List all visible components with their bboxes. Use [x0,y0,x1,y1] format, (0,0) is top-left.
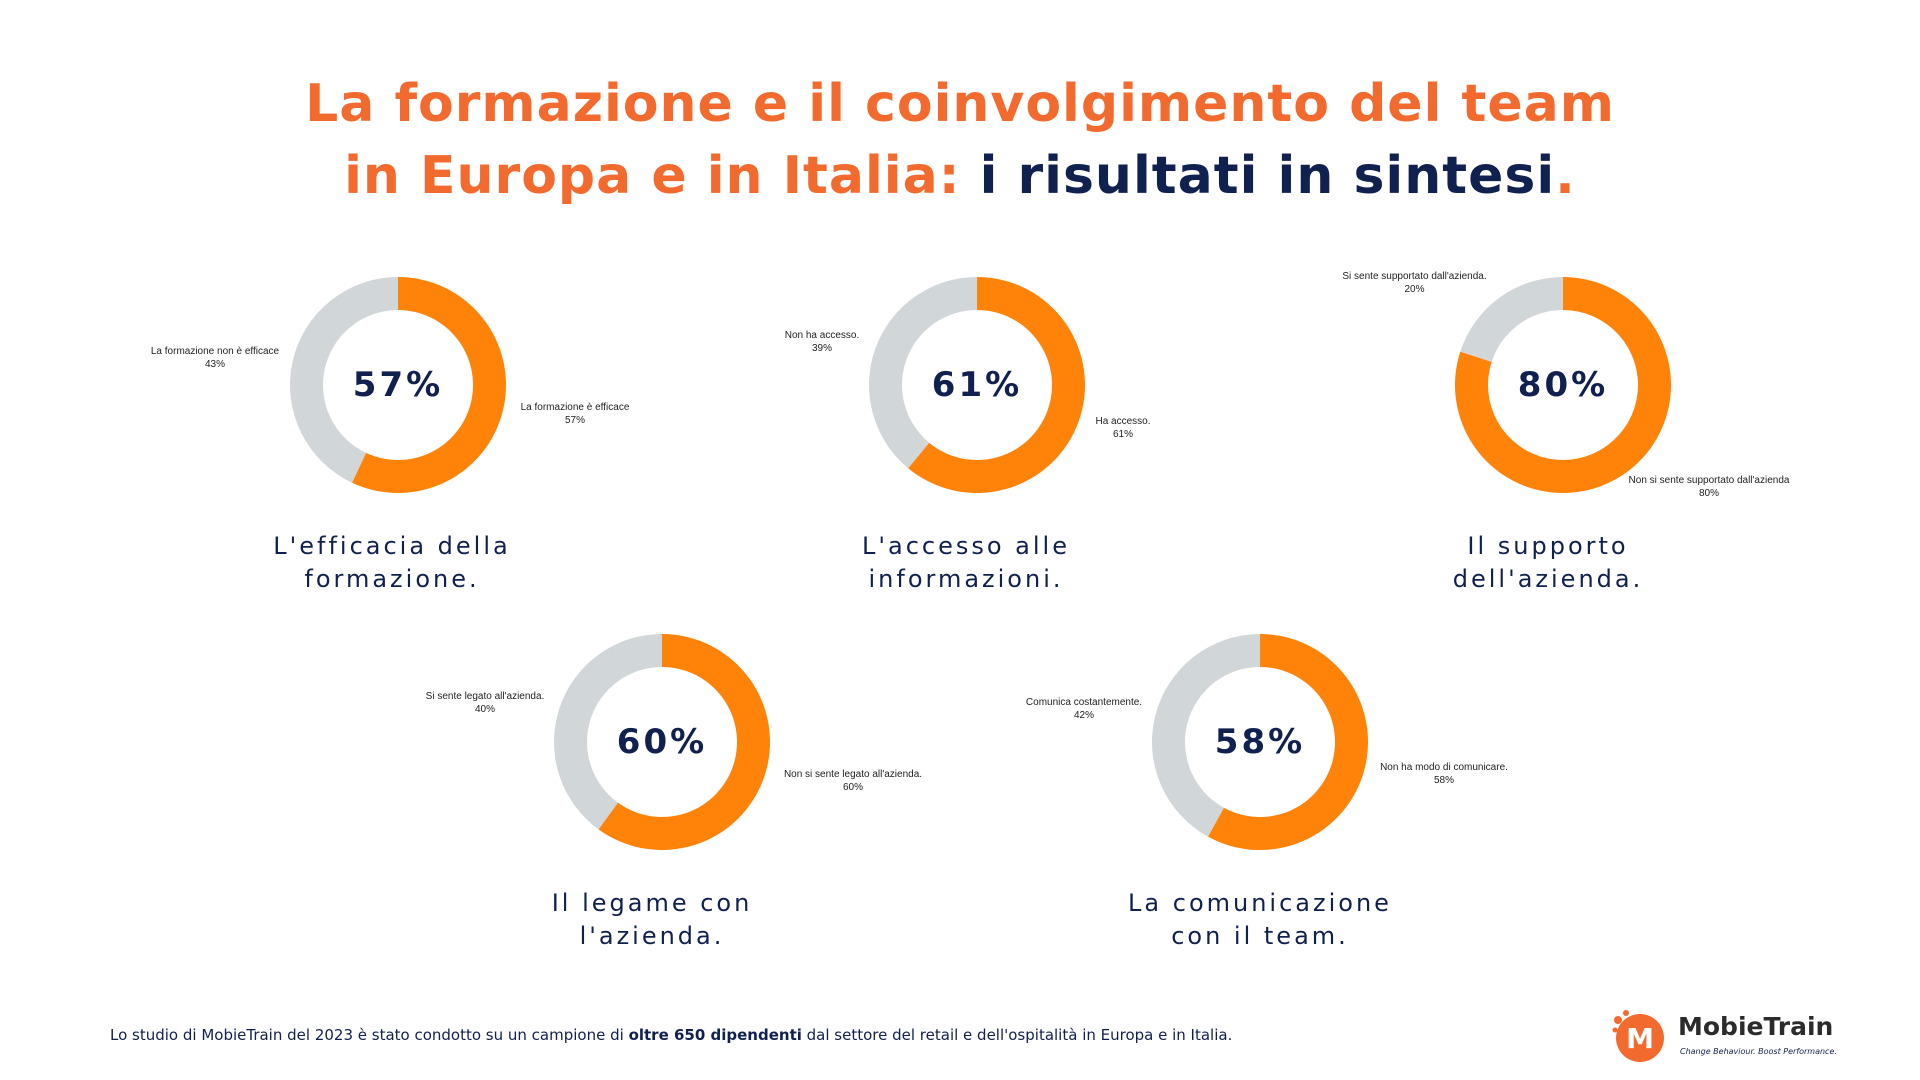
chart-caption: Il supporto dell'azienda. [1452,532,1644,593]
center-percentage: 60% [616,722,708,762]
donut-chart-svg [290,277,506,493]
center-percentage: 61% [931,365,1023,405]
slice-label-bonded: Si sente legato all'azienda. 40% [425,691,545,715]
slice-label-not-effective: La formazione non è efficace 43% [150,346,280,370]
donut-slice-secondary [290,277,398,483]
logo-wordmark: MobieTrain [1678,1012,1834,1041]
mobietrain-logo: M MobieTrain Change Behaviour. Boost Per… [1610,1008,1840,1064]
title-line-2: in Europa e in Italia: i risultati in si… [344,146,1576,206]
donut-chart-svg [869,277,1085,493]
donut-chart-svg [1455,277,1671,493]
donut-chart-svg [1152,634,1368,850]
logo-mark-icon: M [1612,1010,1664,1062]
slice-label-no-communication: Non ha modo di comunicare. 58% [1380,762,1508,786]
donut-slice-primary [908,277,1085,493]
donut-chart-wrapper: 57% [278,265,518,505]
donut-chart-wrapper: 61% [857,265,1097,505]
donut-slice-secondary [1460,277,1563,362]
chart-caption: L'accesso alle informazioni. [862,532,1070,593]
center-percentage: 57% [352,365,444,405]
donut-chart-svg [554,634,770,850]
logo-mark-letter: M [1626,1022,1654,1055]
center-percentage: 80% [1517,365,1609,405]
donut-slice-primary [598,634,770,850]
slice-label-not-bonded: Non si sente legato all'azienda. 60% [783,769,923,793]
slice-label-has-access: Ha accesso. 61% [1095,416,1151,440]
donut-slice-primary [1207,634,1368,850]
donut-slice-primary [352,277,506,493]
slice-label-communicates: Comunica costantemente. 42% [1025,697,1143,721]
title-line-1: La formazione e il coinvolgimento del te… [305,74,1615,134]
donut-slice-secondary [554,634,662,830]
chart-caption: Il legame con l'azienda. [551,889,753,950]
donut-slice-primary [1455,277,1671,493]
page-title: La formazione e il coinvolgimento del te… [0,68,1920,212]
donut-chart-wrapper: 80% [1443,265,1683,505]
donut-slice-secondary [1152,634,1260,837]
logo-tagline: Change Behaviour. Boost Performance. [1680,1047,1837,1056]
slice-label-no-access: Non ha accesso. 39% [784,330,860,354]
slice-label-not-supported: Non si sente supportato dall'azienda 80% [1628,475,1790,499]
donut-chart-wrapper: 58% [1140,622,1380,862]
center-percentage: 58% [1214,722,1306,762]
chart-caption: La comunicazione con il team. [1128,889,1392,950]
donut-slice-secondary [869,277,977,469]
chart-caption: L'efficacia della formazione. [273,532,511,593]
slice-label-supported: Si sente supportato dall'azienda. 20% [1342,271,1487,295]
donut-chart-wrapper: 60% [542,622,782,862]
slice-label-effective: La formazione è efficace 57% [520,402,630,426]
footer-note: Lo studio di MobieTrain del 2023 è stato… [110,1026,1233,1044]
